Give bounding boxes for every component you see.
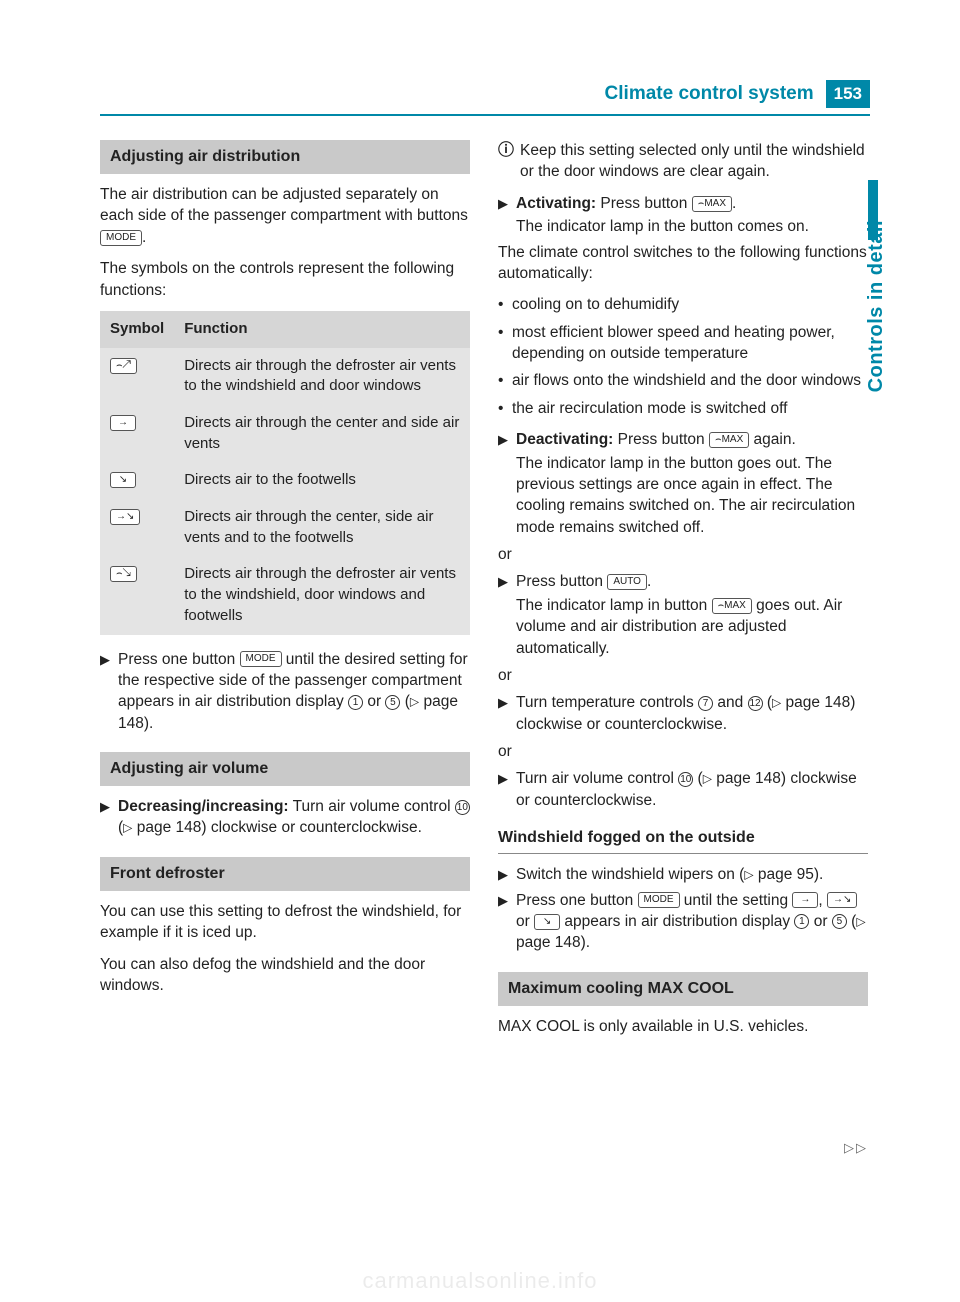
auto-icon: AUTO — [607, 574, 647, 590]
symbol-function-table: Symbol Function ⌢↗ Directs air through t… — [100, 311, 470, 635]
paragraph: You can also defog the windshield and th… — [100, 954, 470, 997]
list-item: •air flows onto the windshield and the d… — [498, 370, 868, 391]
mode-icon: MODE — [100, 230, 142, 246]
header-title: Climate control system — [605, 83, 814, 105]
paragraph: The symbols on the controls represent th… — [100, 258, 470, 301]
table-header-function: Function — [174, 311, 470, 348]
center-footwell-icon: →↘ — [110, 509, 140, 525]
step-marker-icon: ▶ — [498, 890, 516, 954]
list-item: •cooling on to dehumidify — [498, 294, 868, 315]
step: ▶ Deactivating: Press button ⌢MAX again.… — [498, 429, 868, 538]
center-side-icon: → — [110, 415, 136, 431]
step: ▶ Press one button MODE until the desire… — [100, 649, 470, 735]
center-footwell-icon: →↘ — [827, 892, 857, 908]
defrost-max-icon: ⌢MAX — [712, 598, 752, 614]
list-item: •most efficient blower speed and heating… — [498, 322, 868, 365]
paragraph: The air distribution can be adjusted sep… — [100, 184, 470, 248]
ref-1-icon: 1 — [794, 914, 809, 929]
or-separator: or — [498, 741, 868, 762]
continue-indicator: ▷▷ — [844, 1139, 868, 1157]
step: ▶ Decreasing/increasing: Turn air volume… — [100, 796, 470, 839]
step-marker-icon: ▶ — [100, 796, 118, 839]
ref-5-icon: 5 — [832, 914, 847, 929]
section-adjusting-air-volume: Adjusting air volume — [100, 752, 470, 786]
defrost-windows-icon: ⌢↗ — [110, 358, 137, 374]
subheading-windshield-fogged: Windshield fogged on the outside — [498, 827, 868, 854]
info-note: ⓘ Keep this setting selected only until … — [498, 140, 868, 183]
table-row: →↘ Directs air through the center, side … — [100, 499, 470, 556]
center-side-icon: → — [792, 892, 818, 908]
paragraph: You can use this setting to defrost the … — [100, 901, 470, 944]
defrost-all-icon: ⌢↘ — [110, 566, 137, 582]
page-ref-icon: ▷ — [856, 915, 865, 929]
step-marker-icon: ▶ — [498, 768, 516, 811]
step: ▶ Switch the windshield wipers on (▷ pag… — [498, 864, 868, 885]
page-header: Climate control system 153 — [100, 80, 870, 116]
left-column: Adjusting air distribution The air distr… — [100, 140, 470, 1047]
page-ref-icon: ▷ — [744, 868, 753, 882]
step: ▶ Turn air volume control 10 (▷ page 148… — [498, 768, 868, 811]
step-marker-icon: ▶ — [498, 571, 516, 659]
list-item: •the air recirculation mode is switched … — [498, 398, 868, 419]
step-marker-icon: ▶ — [498, 692, 516, 735]
step-marker-icon: ▶ — [498, 864, 516, 885]
footwell-icon: ↘ — [534, 914, 560, 930]
watermark: carmanualsonline.info — [0, 1268, 960, 1294]
page-number: 153 — [826, 80, 870, 108]
section-front-defroster: Front defroster — [100, 857, 470, 891]
table-row: → Directs air through the center and sid… — [100, 405, 470, 462]
ref-7-icon: 7 — [698, 696, 713, 711]
defrost-max-icon: ⌢MAX — [709, 432, 749, 448]
table-header-symbol: Symbol — [100, 311, 174, 348]
mode-icon: MODE — [240, 651, 282, 667]
step-marker-icon: ▶ — [100, 649, 118, 735]
ref-10-icon: 10 — [678, 772, 693, 787]
or-separator: or — [498, 544, 868, 565]
paragraph: The climate control switches to the foll… — [498, 242, 868, 285]
step: ▶ Press one button MODE until the settin… — [498, 890, 868, 954]
ref-5-icon: 5 — [385, 695, 400, 710]
table-row: ↘ Directs air to the footwells — [100, 462, 470, 499]
page-ref-icon: ▷ — [703, 772, 712, 786]
footwell-icon: ↘ — [110, 472, 136, 488]
ref-10-icon: 10 — [455, 800, 470, 815]
step-marker-icon: ▶ — [498, 193, 516, 238]
right-column: ⓘ Keep this setting selected only until … — [498, 140, 868, 1047]
side-tab-label: Controls in detail — [865, 220, 888, 392]
table-row: ⌢↗ Directs air through the defroster air… — [100, 348, 470, 405]
step-marker-icon: ▶ — [498, 429, 516, 538]
bullet-list: •cooling on to dehumidify •most efficien… — [498, 294, 868, 419]
page-ref-icon: ▷ — [410, 695, 419, 709]
mode-icon: MODE — [638, 892, 680, 908]
ref-12-icon: 12 — [748, 696, 763, 711]
info-icon: ⓘ — [498, 140, 520, 183]
step: ▶ Activating: Press button ⌢MAX. The ind… — [498, 193, 868, 238]
defrost-max-icon: ⌢MAX — [692, 196, 732, 212]
step: ▶ Press button AUTO. The indicator lamp … — [498, 571, 868, 659]
or-separator: or — [498, 665, 868, 686]
page-ref-icon: ▷ — [772, 696, 781, 710]
section-adjusting-air-distribution: Adjusting air distribution — [100, 140, 470, 174]
paragraph: MAX COOL is only available in U.S. vehic… — [498, 1016, 868, 1037]
table-row: ⌢↘ Directs air through the defroster air… — [100, 556, 470, 634]
step: ▶ Turn temperature controls 7 and 12 (▷ … — [498, 692, 868, 735]
ref-1-icon: 1 — [348, 695, 363, 710]
section-max-cool: Maximum cooling MAX COOL — [498, 972, 868, 1006]
